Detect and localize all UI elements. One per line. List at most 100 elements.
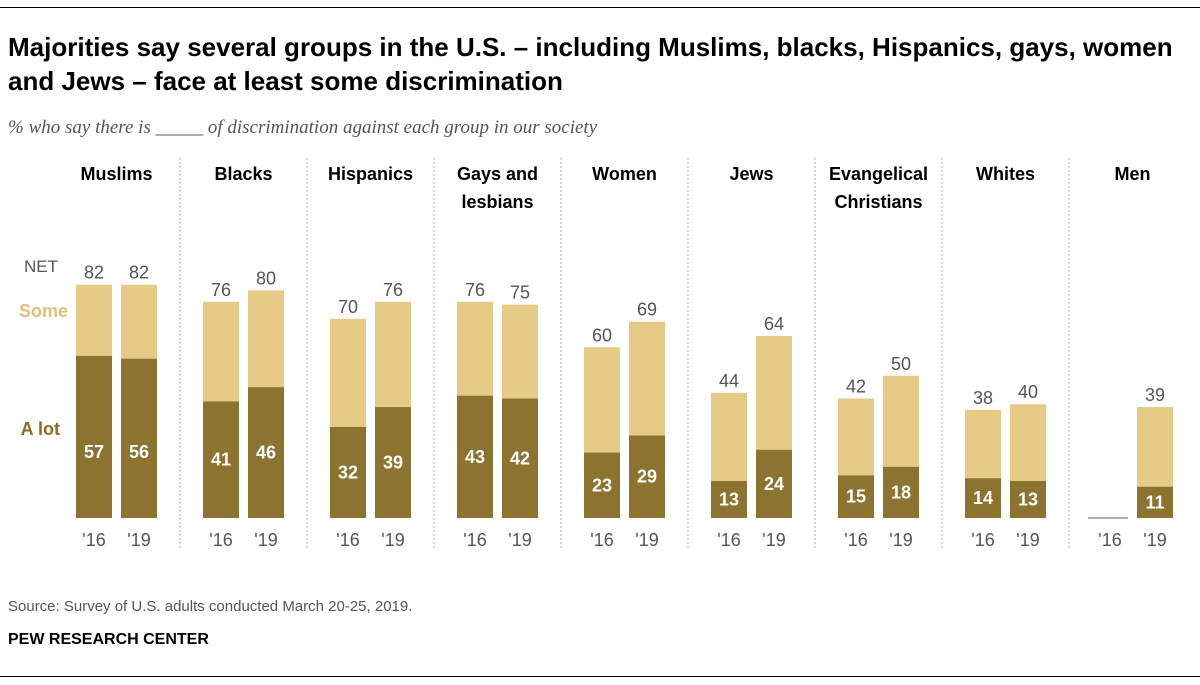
- year-tick-label: '16: [590, 530, 613, 550]
- alot-value-label: 43: [465, 447, 485, 467]
- bottom-rule: [0, 676, 1200, 677]
- alot-value-label: 46: [256, 443, 276, 463]
- bar-some-segment: [203, 301, 239, 402]
- year-tick-label: '19: [1143, 530, 1166, 550]
- group-label: Whites: [976, 164, 1035, 184]
- net-value-label: 76: [211, 280, 231, 300]
- alot-value-label: 41: [211, 450, 231, 470]
- bar-some-segment: [838, 398, 874, 476]
- alot-value-label: 23: [592, 475, 612, 495]
- bar-alot-segment: [330, 426, 366, 518]
- year-tick-label: '19: [381, 530, 404, 550]
- group-label: Hispanics: [328, 164, 413, 184]
- bar-alot-segment: [838, 475, 874, 518]
- group-label: Women: [592, 164, 657, 184]
- bar-alot-segment: [1010, 481, 1046, 518]
- legend-some-label: Some: [19, 301, 68, 321]
- bar-alot-segment: [457, 395, 493, 518]
- alot-value-label: 56: [129, 442, 149, 462]
- year-tick-label: '19: [1016, 530, 1039, 550]
- bar-some-segment: [76, 284, 112, 356]
- bar-alot-segment: [76, 355, 112, 518]
- bar-some-segment: [1010, 404, 1046, 482]
- net-value-label: 40: [1018, 382, 1038, 402]
- bar-some-segment: [965, 409, 1001, 479]
- bar-alot-segment: [1137, 486, 1173, 518]
- group-label: Jews: [729, 164, 773, 184]
- alot-value-label: 13: [719, 490, 739, 510]
- bar-some-segment: [330, 318, 366, 427]
- alot-value-label: 18: [891, 482, 911, 502]
- net-value-label: 39: [1145, 385, 1165, 405]
- bar-some-segment: [121, 284, 157, 359]
- bar-some-segment: [248, 290, 284, 388]
- net-value-label: 42: [846, 377, 866, 397]
- bar-some-segment: [1137, 407, 1173, 487]
- group-label: Blacks: [214, 164, 272, 184]
- alot-value-label: 14: [973, 488, 993, 508]
- bar-some-segment: [756, 335, 792, 450]
- alot-value-label: 29: [637, 467, 657, 487]
- net-value-label: 82: [129, 263, 149, 283]
- year-tick-label: '16: [844, 530, 867, 550]
- alot-value-label: 15: [846, 487, 866, 507]
- year-tick-label: '19: [762, 530, 785, 550]
- alot-value-label: 24: [764, 474, 784, 494]
- year-tick-label: '16: [717, 530, 740, 550]
- year-tick-label: '16: [971, 530, 994, 550]
- year-tick-label: '16: [209, 530, 232, 550]
- group-label: Christians: [834, 192, 922, 212]
- alot-value-label: 11: [1145, 492, 1164, 512]
- source-note: Source: Survey of U.S. adults conducted …: [8, 598, 413, 615]
- year-tick-label: '19: [508, 530, 531, 550]
- year-tick-label: '16: [336, 530, 359, 550]
- net-value-label: 64: [764, 314, 784, 334]
- bar-alot-segment: [121, 358, 157, 518]
- net-value-label: 80: [256, 268, 276, 288]
- net-value-label: 76: [465, 280, 485, 300]
- bar-alot-segment: [883, 466, 919, 518]
- legend-net-label: NET: [24, 257, 58, 276]
- stacked-bar-chart: NET Some A lot Muslims '16 82 57 '19 82 56 Blacks '…: [19, 158, 1173, 550]
- bar-alot-segment: [375, 407, 411, 518]
- group-label: Gays and: [457, 164, 538, 184]
- bar-some-segment: [584, 347, 620, 453]
- bar-some-segment: [629, 321, 665, 436]
- bar-alot-segment: [756, 449, 792, 518]
- net-value-label: 82: [84, 263, 104, 283]
- bar-alot-segment: [711, 481, 747, 518]
- alot-value-label: 57: [84, 442, 104, 462]
- legend-alot-label: A lot: [21, 419, 60, 439]
- bar-alot-segment: [965, 478, 1001, 518]
- year-tick-label: '19: [889, 530, 912, 550]
- net-value-label: 76: [383, 280, 403, 300]
- alot-value-label: 32: [338, 462, 358, 482]
- bar-some-segment: [502, 304, 538, 399]
- year-tick-label: '19: [254, 530, 277, 550]
- net-value-label: 50: [891, 354, 911, 374]
- net-value-label: 38: [973, 388, 993, 408]
- net-value-label: 70: [338, 297, 358, 317]
- year-tick-label: '19: [635, 530, 658, 550]
- year-tick-label: '16: [1098, 530, 1121, 550]
- net-value-label: 44: [719, 371, 739, 391]
- chart-title: Majorities say several groups in the U.S…: [8, 32, 1173, 96]
- bar-alot-segment: [629, 435, 665, 518]
- bar-alot-segment: [248, 387, 284, 518]
- bar-some-segment: [457, 301, 493, 396]
- year-tick-label: '16: [82, 530, 105, 550]
- group-label: Evangelical: [829, 164, 928, 184]
- year-tick-label: '19: [127, 530, 150, 550]
- net-value-label: 75: [510, 283, 530, 303]
- group-label: lesbians: [461, 192, 533, 212]
- group-label: Muslims: [80, 164, 152, 184]
- year-tick-label: '16: [463, 530, 486, 550]
- bar-some-segment: [375, 301, 411, 408]
- bar-some-segment: [883, 375, 919, 467]
- bar-alot-segment: [502, 398, 538, 518]
- bar-alot-segment: [203, 401, 239, 518]
- net-value-label: 69: [637, 300, 657, 320]
- org-credit: PEW RESEARCH CENTER: [8, 631, 209, 648]
- alot-value-label: 13: [1018, 490, 1038, 510]
- alot-value-label: 39: [383, 453, 403, 473]
